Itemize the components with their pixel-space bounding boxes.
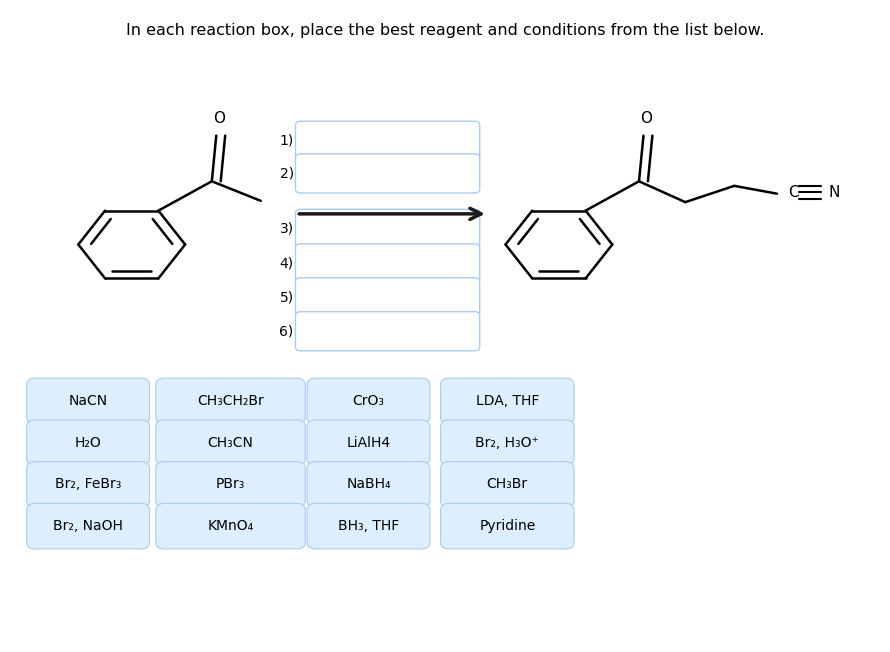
Text: In each reaction box, place the best reagent and conditions from the list below.: In each reaction box, place the best rea… xyxy=(125,23,765,38)
Text: Pyridine: Pyridine xyxy=(479,519,536,533)
Text: CrO₃: CrO₃ xyxy=(352,394,384,408)
Text: N: N xyxy=(829,185,840,200)
FancyBboxPatch shape xyxy=(156,420,305,466)
Text: 2): 2) xyxy=(279,166,294,181)
Text: NaBH₄: NaBH₄ xyxy=(346,477,391,492)
Text: 1): 1) xyxy=(279,134,294,148)
Text: Br₂, NaOH: Br₂, NaOH xyxy=(53,519,123,533)
FancyBboxPatch shape xyxy=(156,378,305,424)
Text: O: O xyxy=(213,111,225,126)
Text: CH₃CH₂Br: CH₃CH₂Br xyxy=(198,394,264,408)
Text: CH₃CN: CH₃CN xyxy=(207,436,254,450)
Text: LiAlH4: LiAlH4 xyxy=(346,436,391,450)
FancyBboxPatch shape xyxy=(307,462,430,507)
FancyBboxPatch shape xyxy=(441,503,574,549)
FancyBboxPatch shape xyxy=(307,420,430,466)
FancyBboxPatch shape xyxy=(27,420,150,466)
FancyBboxPatch shape xyxy=(27,462,150,507)
Text: PBr₃: PBr₃ xyxy=(215,477,246,492)
FancyBboxPatch shape xyxy=(295,209,480,248)
Text: 3): 3) xyxy=(279,222,294,236)
Text: Br₂, FeBr₃: Br₂, FeBr₃ xyxy=(55,477,121,492)
FancyBboxPatch shape xyxy=(27,503,150,549)
FancyBboxPatch shape xyxy=(156,503,305,549)
FancyBboxPatch shape xyxy=(441,462,574,507)
Text: O: O xyxy=(640,111,652,126)
FancyBboxPatch shape xyxy=(295,121,480,160)
Text: 5): 5) xyxy=(279,290,294,304)
FancyBboxPatch shape xyxy=(295,312,480,351)
FancyBboxPatch shape xyxy=(295,278,480,317)
Text: LDA, THF: LDA, THF xyxy=(475,394,539,408)
FancyBboxPatch shape xyxy=(27,378,150,424)
Text: CH₃Br: CH₃Br xyxy=(487,477,528,492)
FancyBboxPatch shape xyxy=(156,462,305,507)
Text: Br₂, H₃O⁺: Br₂, H₃O⁺ xyxy=(475,436,539,450)
FancyBboxPatch shape xyxy=(441,378,574,424)
Text: NaCN: NaCN xyxy=(69,394,108,408)
Text: 4): 4) xyxy=(279,256,294,271)
FancyBboxPatch shape xyxy=(441,420,574,466)
Text: 6): 6) xyxy=(279,324,294,338)
FancyBboxPatch shape xyxy=(307,378,430,424)
Text: H₂O: H₂O xyxy=(75,436,101,450)
Text: C: C xyxy=(788,185,798,200)
Text: BH₃, THF: BH₃, THF xyxy=(338,519,399,533)
Text: KMnO₄: KMnO₄ xyxy=(207,519,254,533)
FancyBboxPatch shape xyxy=(295,244,480,283)
FancyBboxPatch shape xyxy=(307,503,430,549)
FancyBboxPatch shape xyxy=(295,154,480,193)
